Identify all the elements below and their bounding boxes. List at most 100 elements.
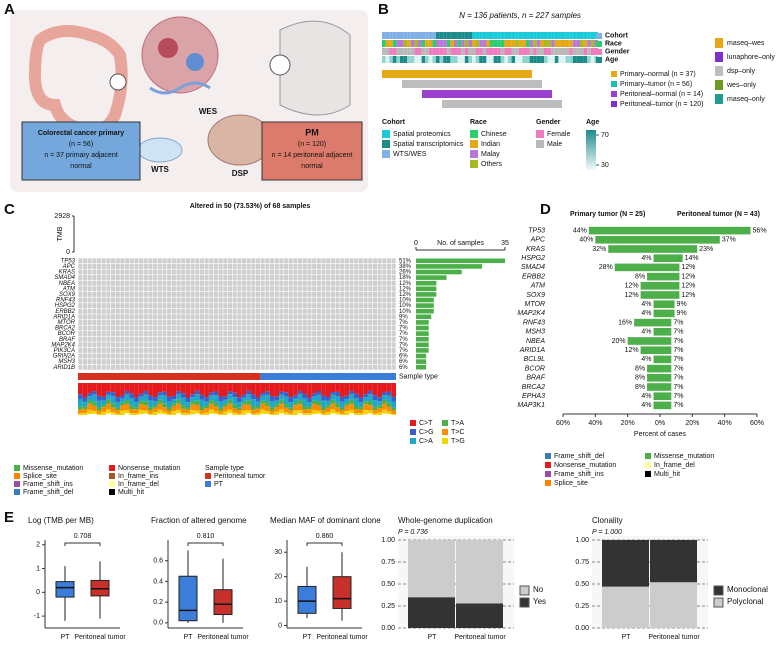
onco-cell xyxy=(167,286,172,292)
track-cell xyxy=(590,48,595,55)
gene-pct: 26% xyxy=(399,270,412,276)
onco-cell xyxy=(386,353,392,359)
bar xyxy=(640,346,660,354)
substitution-seg xyxy=(316,383,322,391)
group-key xyxy=(611,91,617,97)
onco-cell xyxy=(101,325,106,331)
onco-cell xyxy=(87,269,92,275)
onco-cell xyxy=(92,291,97,297)
onco-cell xyxy=(326,280,331,286)
onco-cell xyxy=(237,353,242,359)
cohort-title: N = 136 patients, n = 227 samples xyxy=(459,11,581,20)
onco-cell xyxy=(125,308,130,314)
onco-cell xyxy=(335,359,340,365)
mutation-label: Frame_shift_del xyxy=(23,489,74,496)
onco-cell xyxy=(293,275,298,281)
onco-cell xyxy=(106,353,111,359)
substitution-seg xyxy=(321,413,326,415)
onco-cell xyxy=(391,353,396,359)
onco-cell xyxy=(167,303,172,309)
substitution-seg xyxy=(279,391,284,395)
substitution-seg xyxy=(204,397,209,402)
bar xyxy=(660,254,683,262)
onco-cell xyxy=(298,308,303,314)
bar xyxy=(647,383,660,391)
bar xyxy=(660,272,680,281)
substitution-seg xyxy=(129,409,135,414)
onco-cell xyxy=(162,275,167,281)
onco-cell xyxy=(106,342,111,348)
track-cell xyxy=(400,40,404,47)
onco-cell xyxy=(209,353,214,359)
onco-cell xyxy=(157,342,162,348)
substitution-seg xyxy=(279,399,284,404)
onco-cell xyxy=(307,280,312,286)
value-label: 12% xyxy=(681,264,695,271)
onco-cell xyxy=(270,308,275,314)
onco-cell xyxy=(185,314,190,320)
substitution-seg xyxy=(227,394,233,400)
substitution-seg xyxy=(120,402,125,406)
onco-cell xyxy=(153,297,158,303)
onco-cell xyxy=(354,303,359,309)
onco-cell xyxy=(129,263,134,269)
group-key xyxy=(611,81,617,87)
onco-cell xyxy=(274,280,279,286)
onco-cell xyxy=(162,336,167,342)
onco-cell xyxy=(204,297,209,303)
onco-cell xyxy=(148,269,153,275)
onco-cell xyxy=(87,291,92,297)
onco-cell xyxy=(92,331,97,337)
substitution-seg xyxy=(204,408,209,413)
substitution-seg xyxy=(339,410,345,414)
onco-cell xyxy=(349,359,354,365)
track-cell xyxy=(479,56,483,63)
onco-cell xyxy=(134,286,139,292)
substitution-seg xyxy=(120,395,125,399)
onco-cell xyxy=(349,258,354,264)
substitution-seg xyxy=(213,402,219,407)
substitution-seg xyxy=(265,394,270,402)
onco-cell xyxy=(87,325,92,331)
track-cell xyxy=(547,48,552,55)
onco-cell xyxy=(246,280,251,286)
onco-cell xyxy=(330,353,335,359)
onco-cell xyxy=(307,353,312,359)
onco-cell xyxy=(372,325,377,331)
onco-cell xyxy=(382,258,387,264)
onco-cell xyxy=(195,364,200,370)
track-cell xyxy=(479,48,483,55)
onco-cell xyxy=(134,331,139,337)
substitution-seg xyxy=(330,383,336,393)
substitution-seg xyxy=(372,407,378,411)
onco-cell xyxy=(344,280,349,286)
substitution-seg xyxy=(82,412,88,415)
onco-cell xyxy=(349,269,354,275)
onco-cell xyxy=(340,314,345,320)
onco-cell xyxy=(209,331,214,337)
track-cell xyxy=(421,40,426,47)
onco-cell xyxy=(190,336,195,342)
track-cell xyxy=(562,48,566,55)
substitution-seg xyxy=(241,410,247,415)
bar xyxy=(660,383,672,391)
onco-cell xyxy=(82,263,88,269)
onco-cell xyxy=(223,364,228,370)
onco-cell xyxy=(190,275,195,281)
onco-cell xyxy=(363,353,368,359)
onco-cell xyxy=(377,286,382,292)
onco-cell xyxy=(171,364,176,370)
onco-cell xyxy=(316,308,321,314)
onco-cell xyxy=(153,280,158,286)
substitution-seg xyxy=(194,383,200,391)
onco-cell xyxy=(363,286,368,292)
oncoprint-title: Altered in 50 (73.53%) of 68 samples xyxy=(190,203,311,210)
legend-label: Male xyxy=(547,141,562,148)
onco-cell xyxy=(157,347,162,353)
onco-cell xyxy=(176,297,181,303)
substitution-seg xyxy=(134,402,139,408)
substitution-seg xyxy=(148,407,153,411)
onco-cell xyxy=(312,359,317,365)
onco-cell xyxy=(307,325,312,331)
onco-cell xyxy=(386,297,392,303)
